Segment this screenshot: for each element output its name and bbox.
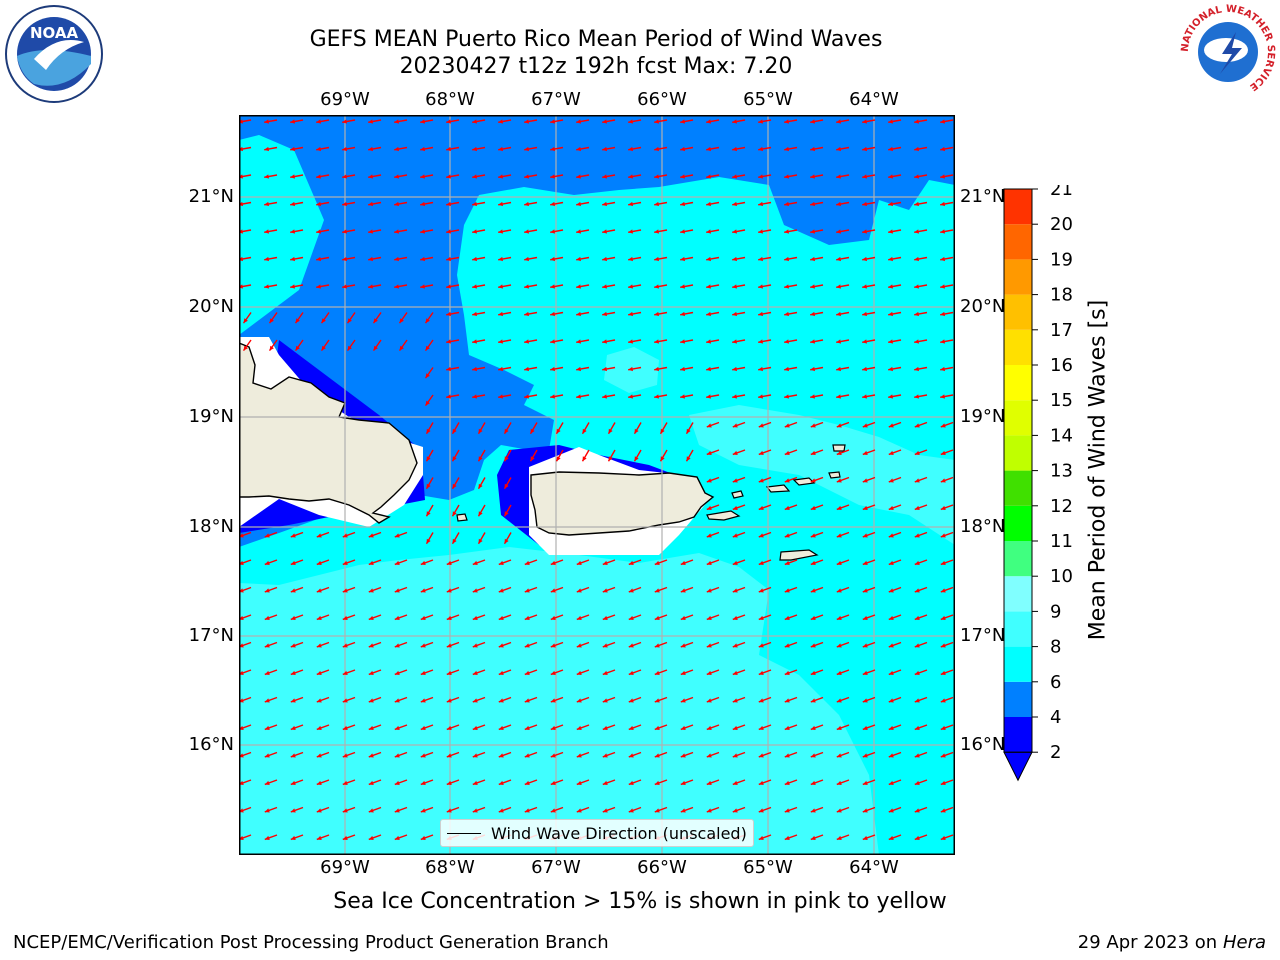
- colorbar-band: [1004, 682, 1032, 717]
- lon-label-bottom: 68°W: [410, 857, 490, 878]
- legend-line-icon: [447, 833, 481, 834]
- lon-label-top: 65°W: [728, 89, 808, 110]
- credit-text: NCEP/EMC/Verification Post Processing Pr…: [13, 932, 609, 953]
- colorbar-tick-label: 15: [1050, 390, 1073, 411]
- colorbar-band: [1004, 365, 1032, 400]
- chart-title: GEFS MEAN Puerto Rico Mean Period of Win…: [240, 26, 952, 53]
- lat-label-left: 16°N: [150, 734, 234, 755]
- lat-label-right: 19°N: [960, 406, 1005, 427]
- colorbar-tick-label: 20: [1050, 214, 1073, 235]
- colorbar-band: [1004, 717, 1032, 752]
- lat-label-right: 17°N: [960, 625, 1005, 646]
- colorbar-tick-label: 9: [1050, 601, 1061, 622]
- lon-label-bottom: 67°W: [516, 857, 596, 878]
- lat-label-right: 16°N: [960, 734, 1005, 755]
- lat-label-left: 18°N: [150, 516, 234, 537]
- lon-label-top: 69°W: [305, 89, 385, 110]
- colorbar: 21 20 19 18 17 16 15 14 13 12 11 10 9 8 6 4 2: [1000, 185, 1080, 785]
- chart-subtitle: 20230427 t12z 192h fcst Max: 7.20: [240, 53, 952, 80]
- colorbar-band: [1004, 189, 1032, 224]
- colorbar-band: [1004, 541, 1032, 576]
- sea-ice-note: Sea Ice Concentration > 15% is shown in …: [240, 889, 1040, 914]
- svg-text:NOAA: NOAA: [30, 24, 79, 42]
- lon-label-top: 66°W: [622, 89, 702, 110]
- date-label: 29 Apr 2023 on Hera: [1078, 932, 1266, 953]
- island: [829, 472, 840, 478]
- colorbar-band: [1004, 259, 1032, 294]
- lon-label-top: 68°W: [410, 89, 490, 110]
- colorbar-band: [1004, 400, 1032, 435]
- colorbar-band: [1004, 647, 1032, 682]
- colorbar-tick-label: 11: [1050, 531, 1073, 552]
- colorbar-band: [1004, 506, 1032, 541]
- colorbar-tick-label: 14: [1050, 425, 1073, 446]
- lat-label-left: 20°N: [150, 296, 234, 317]
- lon-label-bottom: 64°W: [834, 857, 914, 878]
- colorbar-band: [1004, 295, 1032, 330]
- lat-label-left: 19°N: [150, 406, 234, 427]
- colorbar-tick-label: 6: [1050, 672, 1061, 693]
- colorbar-band: [1004, 471, 1032, 506]
- colorbar-tick-label: 18: [1050, 285, 1073, 306]
- lat-label-left: 17°N: [150, 625, 234, 646]
- island: [732, 491, 743, 498]
- colorbar-band: [1004, 576, 1032, 611]
- lat-label-right: 21°N: [960, 186, 1005, 207]
- colorbar-tick-label: 8: [1050, 637, 1061, 658]
- lat-label-left: 21°N: [150, 186, 234, 207]
- colorbar-tick-label: 13: [1050, 461, 1073, 482]
- colorbar-tick-label: 21: [1050, 185, 1073, 200]
- colorbar-band: [1004, 435, 1032, 470]
- nws-logo: NATIONAL WEATHER SERVICE: [1178, 2, 1278, 102]
- colorbar-tick-label: 10: [1050, 566, 1073, 587]
- colorbar-tick-label: 19: [1050, 249, 1073, 270]
- lat-label-right: 20°N: [960, 296, 1005, 317]
- arrow-legend: Wind Wave Direction (unscaled): [440, 819, 754, 847]
- colorbar-band: [1004, 224, 1032, 259]
- colorbar-tick-label: 12: [1050, 496, 1073, 517]
- colorbar-tick-label: 4: [1050, 707, 1061, 728]
- lon-label-bottom: 69°W: [305, 857, 385, 878]
- colorbar-extend-triangle: [1004, 752, 1032, 780]
- lat-label-right: 18°N: [960, 516, 1005, 537]
- lon-label-top: 64°W: [834, 89, 914, 110]
- island: [457, 514, 467, 521]
- colorbar-title: Mean Period of Wind Waves [s]: [1086, 300, 1111, 640]
- lon-label-bottom: 66°W: [622, 857, 702, 878]
- colorbar-tick-label: 17: [1050, 320, 1073, 341]
- legend-label: Wind Wave Direction (unscaled): [491, 824, 747, 843]
- colorbar-tick-label: 16: [1050, 355, 1073, 376]
- colorbar-band: [1004, 611, 1032, 646]
- lon-label-bottom: 65°W: [728, 857, 808, 878]
- colorbar-band: [1004, 330, 1032, 365]
- noaa-logo: NOAA: [4, 4, 104, 104]
- colorbar-tick-label: 2: [1050, 742, 1061, 763]
- lon-label-top: 67°W: [516, 89, 596, 110]
- island: [833, 445, 845, 451]
- wave-period-map: [239, 115, 955, 855]
